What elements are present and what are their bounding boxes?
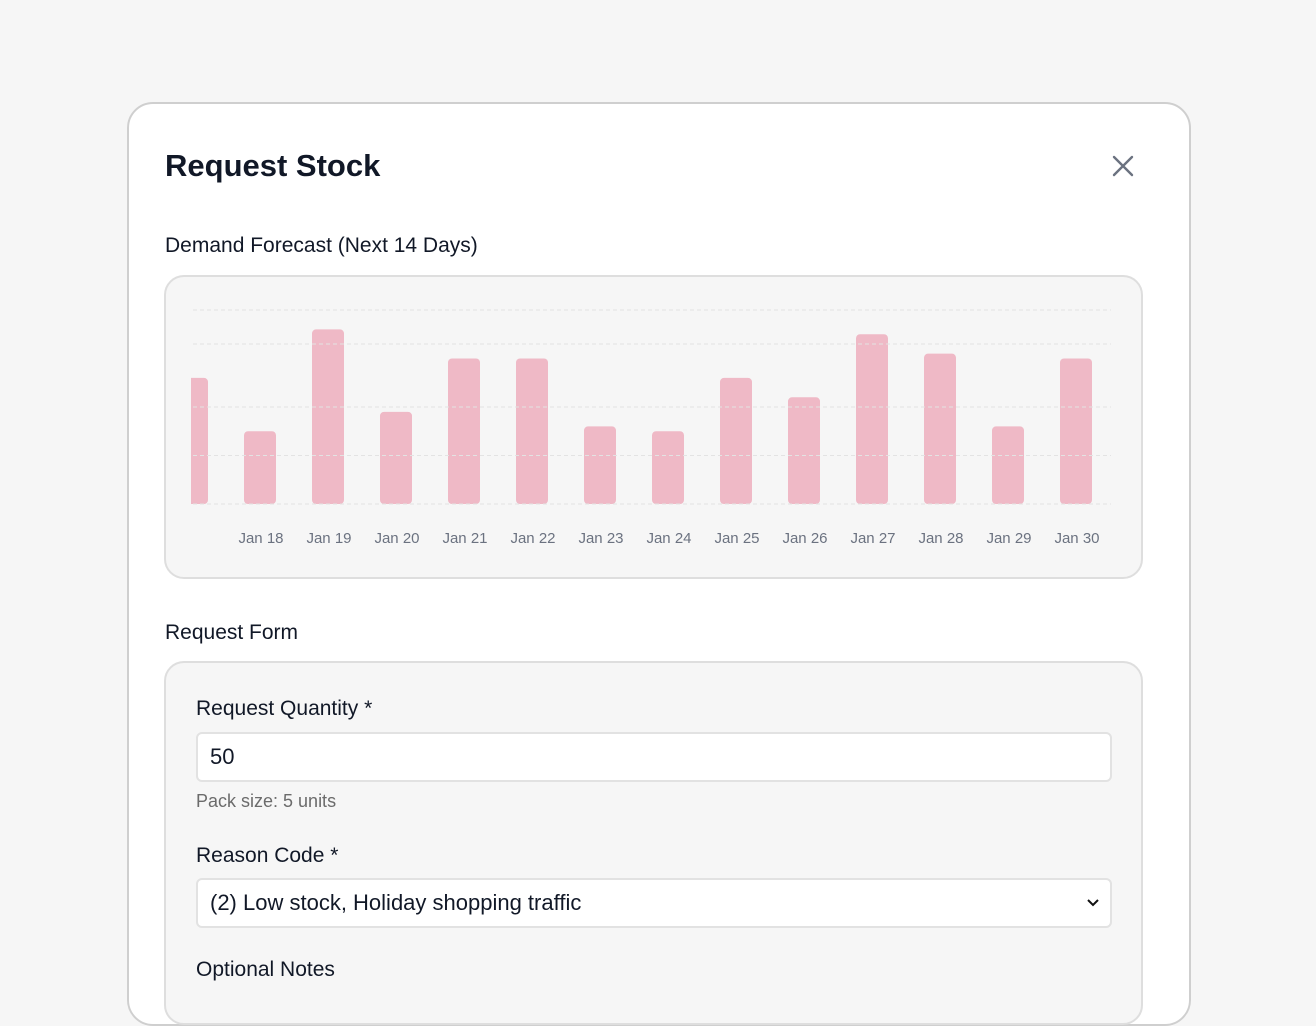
required-mark: * bbox=[330, 844, 339, 867]
bar bbox=[652, 431, 684, 504]
form-panel bbox=[164, 661, 1143, 1025]
bar bbox=[312, 329, 344, 504]
x-tick-label: Jan 25 bbox=[714, 530, 759, 547]
field-label: Request Quantity * bbox=[196, 697, 372, 721]
bar bbox=[516, 358, 548, 504]
x-tick-label: Jan 26 bbox=[782, 530, 827, 547]
bar bbox=[992, 426, 1024, 504]
field-hint: Pack size: 5 units bbox=[196, 791, 337, 811]
x-tick-label: Jan 23 bbox=[578, 530, 623, 547]
bar bbox=[856, 334, 888, 504]
quantity-input[interactable]: 50 bbox=[196, 732, 1112, 782]
dialog-title: Request Stock bbox=[165, 148, 381, 183]
bar bbox=[1060, 358, 1092, 504]
required-mark: * bbox=[364, 697, 373, 720]
bar bbox=[788, 397, 820, 504]
x-tick-label: Jan 22 bbox=[510, 530, 555, 547]
chart: Jan 18 Jan 19 Jan 20 Jan 21 Jan 22 Jan 23 Jan … bbox=[191, 309, 1111, 547]
bar bbox=[380, 411, 412, 504]
bar bbox=[720, 377, 752, 504]
x-tick-label: Jan 20 bbox=[374, 530, 419, 547]
x-tick-label: Jan 21 bbox=[442, 530, 487, 547]
bar bbox=[244, 431, 276, 504]
x-tick-label: Jan 28 bbox=[918, 530, 963, 547]
bar bbox=[924, 353, 956, 504]
field-label: Optional Notes bbox=[196, 958, 335, 981]
close-button[interactable] bbox=[1108, 151, 1138, 181]
page: Request Stock Demand Forecast (Next 14 D… bbox=[127, 102, 1191, 1026]
x-tick-label: Jan 18 bbox=[238, 530, 283, 547]
plot-area bbox=[191, 329, 1092, 504]
label-text: Reason Code bbox=[196, 844, 325, 867]
x-tick-label: Jan 30 bbox=[1054, 530, 1099, 547]
x-tick-label: Jan 29 bbox=[986, 530, 1031, 547]
chevron-icon bbox=[1087, 899, 1099, 907]
bar bbox=[584, 426, 616, 504]
label-text: Request Quantity bbox=[196, 697, 359, 720]
x-tick-label: Jan 19 bbox=[306, 530, 351, 547]
bar bbox=[448, 358, 480, 504]
field-label: Reason Code * bbox=[196, 844, 338, 868]
x-tick-label: Jan 24 bbox=[646, 530, 691, 547]
reason-select[interactable]: (2) Low stock, Holiday shopping traffic bbox=[196, 878, 1112, 928]
select-value: (2) Low stock, Holiday shopping traffic bbox=[210, 890, 582, 915]
bar bbox=[191, 377, 208, 504]
x-tick-label: Jan 27 bbox=[850, 530, 895, 547]
chart-title: Demand Forecast (Next 14 Days) bbox=[165, 234, 478, 257]
form-title: Request Form bbox=[165, 621, 299, 644]
